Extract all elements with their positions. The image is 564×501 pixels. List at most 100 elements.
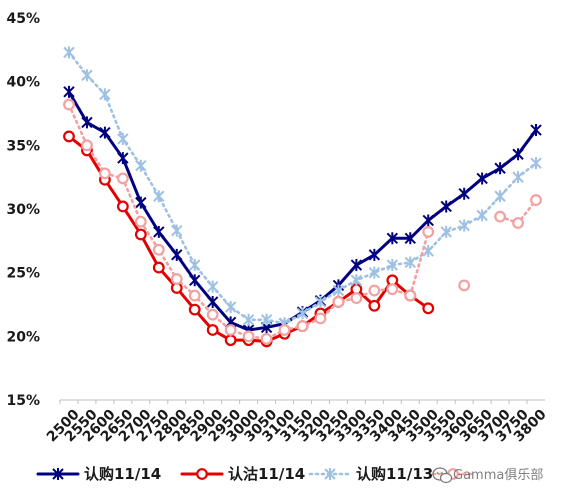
- data-point: [458, 279, 471, 292]
- data-point: [404, 256, 416, 269]
- data-point: [494, 210, 506, 223]
- data-point: [512, 148, 524, 161]
- data-point: [135, 159, 147, 172]
- data-point: [224, 324, 237, 336]
- data-point: [458, 187, 470, 200]
- data-point: [332, 284, 345, 297]
- data-point: [206, 280, 219, 293]
- data-point: [368, 266, 381, 279]
- data-point: [296, 307, 309, 320]
- data-point: [188, 303, 201, 316]
- data-point: [206, 295, 219, 308]
- data-point: [422, 214, 434, 227]
- data-point: [350, 259, 363, 272]
- series-line: [67, 90, 538, 332]
- data-point: [134, 215, 147, 228]
- legend-item: 认沽11/14: [180, 465, 305, 483]
- data-point: [458, 219, 470, 232]
- data-point: [224, 334, 237, 347]
- y-tick-label: 20%: [6, 329, 40, 345]
- data-point: [153, 190, 165, 203]
- data-point: [404, 289, 417, 302]
- data-point: [530, 157, 542, 170]
- data-point: [404, 232, 416, 245]
- data-point: [512, 171, 524, 184]
- data-point: [206, 324, 219, 336]
- wechat-icon: [432, 467, 453, 484]
- data-point: [332, 296, 345, 308]
- data-point: [314, 312, 327, 325]
- legend: 认购11/14 认沽11/14 认购11/13: [36, 465, 475, 483]
- data-point: [440, 200, 452, 213]
- data-point: [99, 88, 111, 101]
- data-point: [81, 116, 93, 129]
- data-point: [350, 274, 363, 287]
- data-point: [99, 167, 111, 180]
- data-point: [117, 152, 129, 165]
- data-point: [224, 301, 237, 314]
- watermark-text: Gamma俱乐部: [453, 468, 543, 483]
- data-point: [314, 295, 327, 308]
- watermark: Gamma俱乐部: [432, 467, 543, 484]
- data-point: [116, 172, 129, 185]
- data-point: [170, 273, 183, 285]
- data-point: [530, 124, 542, 137]
- data-point: [386, 232, 399, 245]
- data-point: [171, 248, 183, 261]
- data-point: [152, 243, 165, 256]
- legend-marker: [52, 468, 64, 480]
- data-point: [494, 190, 506, 203]
- data-point: [134, 228, 147, 241]
- data-point: [63, 98, 75, 111]
- data-point: [530, 194, 542, 206]
- legend-marker: [196, 468, 208, 480]
- data-point: [152, 261, 165, 274]
- legend-item: 认购11/13: [308, 465, 433, 483]
- y-tick-label: 35%: [6, 138, 40, 154]
- data-point: [368, 248, 381, 261]
- legend-label: 认购11/14: [84, 465, 161, 483]
- data-point: [296, 320, 309, 333]
- series-4: [63, 98, 542, 345]
- data-point: [422, 302, 435, 315]
- data-point: [242, 330, 255, 343]
- data-point: [171, 224, 183, 237]
- data-point: [386, 283, 399, 296]
- y-tick-label: 45%: [6, 11, 40, 27]
- data-point: [278, 324, 291, 336]
- data-point: [512, 217, 524, 229]
- y-tick-label: 25%: [6, 266, 40, 282]
- data-point: [260, 313, 273, 326]
- data-point: [189, 274, 201, 287]
- data-point: [153, 225, 165, 238]
- data-point: [189, 259, 201, 272]
- data-point: [117, 132, 129, 145]
- data-point: [188, 289, 201, 302]
- legend-item: 认购11/14: [36, 465, 161, 483]
- data-point: [440, 225, 452, 238]
- data-point: [494, 162, 506, 175]
- data-point: [63, 46, 75, 59]
- data-point: [422, 226, 435, 238]
- data-point: [350, 292, 363, 305]
- legend-label: 认购11/13: [356, 465, 433, 483]
- series-layer: [63, 46, 542, 348]
- data-point: [135, 196, 147, 209]
- data-point: [242, 313, 255, 326]
- data-point: [81, 69, 93, 82]
- legend-marker: [324, 468, 336, 480]
- data-point: [386, 259, 399, 272]
- data-point: [476, 209, 488, 222]
- data-point: [81, 139, 93, 152]
- y-tick-label: 30%: [6, 202, 40, 218]
- data-point: [368, 284, 381, 297]
- legend-label: 认沽11/14: [228, 465, 305, 483]
- data-point: [206, 308, 219, 321]
- data-point: [368, 299, 381, 312]
- data-point: [99, 126, 111, 139]
- data-point: [63, 85, 75, 98]
- data-point: [63, 130, 75, 143]
- data-point: [260, 332, 273, 345]
